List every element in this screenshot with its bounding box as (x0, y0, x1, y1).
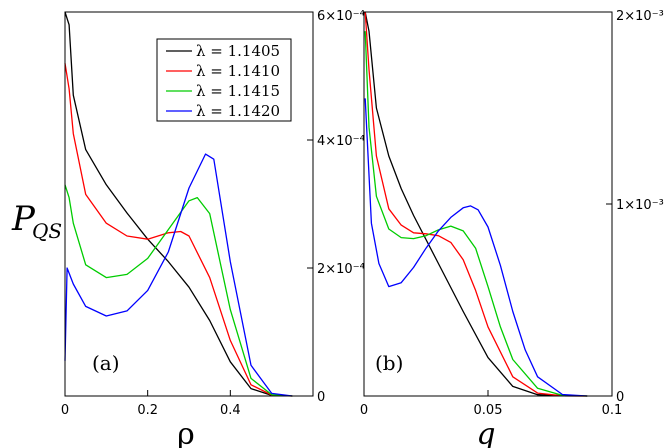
panel-b-x-tick-label: 0.1 (602, 403, 623, 418)
panel-a-y-label-subscript: QS (32, 219, 62, 243)
legend-entry-3: λ = 1.1415 (166, 82, 280, 100)
panel-b-series-4-line (364, 98, 588, 397)
panel-b-x-label: q (476, 417, 495, 448)
panel-b: 0 0.05 0.101×10⁻³2×10⁻³ (b) q (360, 9, 664, 448)
panel-b-ticks: 0 0.05 0.101×10⁻³2×10⁻³ (360, 9, 664, 418)
panel-b-label: (b) (375, 351, 403, 375)
panel-a-series-4-line (64, 153, 293, 397)
panel-a-label: (a) (92, 351, 120, 375)
panel-a-curves (64, 11, 293, 397)
panel-b-series-3-line (364, 31, 588, 397)
panel-a-series-2-line (64, 63, 293, 397)
panel-b-series-2-line (364, 11, 588, 397)
legend-entry-1: λ = 1.1405 (166, 42, 280, 60)
legend-entry-2: λ = 1.1410 (166, 62, 280, 80)
legend-label-2: λ = 1.1410 (196, 62, 280, 80)
panel-a: 0 0.2 0.4 0 2×10⁻⁴ 4×10⁻⁴ 6×10⁻⁴ (a) ρ P QS λ … (11, 9, 365, 448)
panel-b-frame (363, 11, 613, 397)
legend-entry-4: λ = 1.1420 (166, 102, 280, 120)
panel-a-y-tick-label: 0 (317, 390, 325, 405)
panel-a-series-1-line (64, 11, 293, 397)
legend-label-1: λ = 1.1405 (196, 42, 280, 60)
panel-a-y-tick-label: 6×10⁻⁴ (317, 9, 365, 24)
panel-b-curves (364, 11, 588, 397)
panel-a-x-tick-label: 0.4 (220, 403, 241, 418)
panel-a-y-tick-label: 4×10⁻⁴ (317, 134, 365, 149)
panel-a-ticks: 0 0.2 0.4 0 2×10⁻⁴ 4×10⁻⁴ 6×10⁻⁴ (61, 9, 365, 418)
panel-a-x-tick-label: 0.2 (137, 403, 158, 418)
panel-b-y-tick-label: 2×10⁻³ (616, 9, 664, 24)
panel-a-series-3-line (64, 184, 293, 397)
panel-b-series-1-line (364, 11, 588, 397)
panel-a-y-label: P (11, 199, 36, 239)
panel-b-x-tick-label: 0 (360, 403, 368, 418)
legend-label-3: λ = 1.1415 (196, 82, 280, 100)
panel-b-x-tick-label: 0.05 (474, 403, 503, 418)
panel-b-y-tick-label: 0 (616, 390, 624, 405)
panel-a-x-tick-label: 0 (61, 403, 69, 418)
panel-b-y-tick-label: 1×10⁻³ (616, 198, 664, 213)
legend-label-4: λ = 1.1420 (196, 102, 280, 120)
panel-a-x-label: ρ (177, 417, 195, 448)
panel-a-frame (64, 11, 314, 397)
legend-box (156, 38, 292, 122)
legend: λ = 1.1405 λ = 1.1410 λ = 1.1415 λ = 1.1… (156, 38, 292, 122)
panel-a-y-tick-label: 2×10⁻⁴ (317, 262, 365, 277)
